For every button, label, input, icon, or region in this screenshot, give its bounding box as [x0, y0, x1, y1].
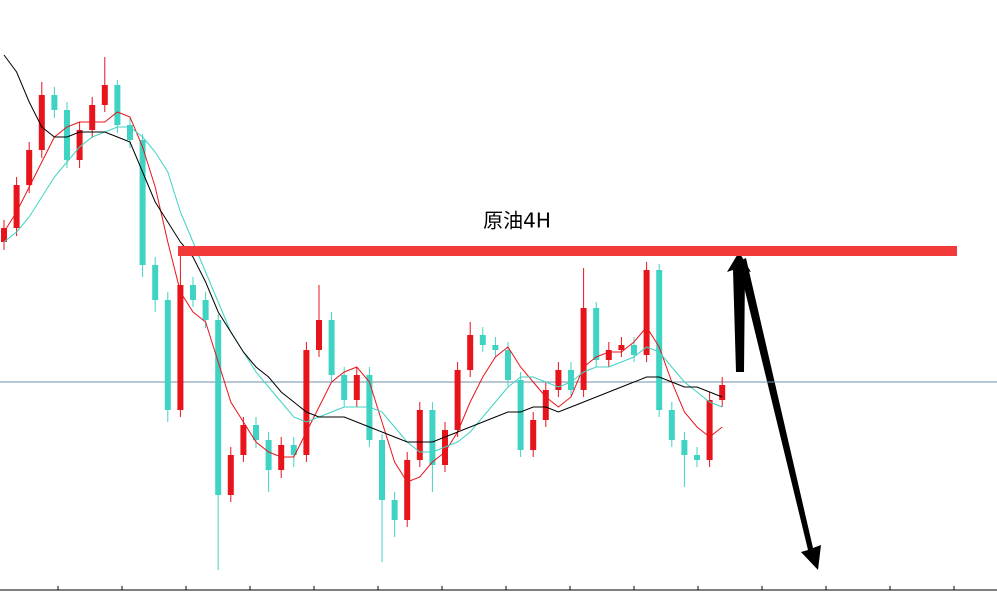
candle-body: [530, 420, 537, 450]
candle-body: [492, 345, 499, 350]
axis-ticks: [57, 586, 955, 590]
candle-body: [265, 440, 272, 470]
candle-body: [719, 385, 726, 400]
candle-body: [668, 410, 675, 440]
arrow-up: [727, 252, 751, 372]
arrow-down: [738, 258, 821, 570]
candle-body: [177, 285, 184, 410]
candle-body: [101, 85, 108, 105]
candle-body: [64, 110, 70, 160]
candle-body: [190, 285, 196, 300]
candle-body: [542, 390, 549, 420]
moving-average: [3, 111, 723, 483]
candle-body: [1, 228, 7, 242]
candle-body: [114, 85, 121, 125]
candle-body: [404, 460, 411, 520]
candle-body: [328, 320, 335, 375]
candle-body: [505, 350, 511, 380]
candle-body: [240, 425, 247, 455]
moving-average: [3, 54, 723, 443]
candle-body: [593, 308, 600, 360]
candle-body: [76, 130, 83, 160]
candle-body: [681, 440, 688, 455]
candle-body: [643, 270, 650, 355]
candle-body: [89, 105, 96, 130]
candle-body: [467, 335, 474, 370]
candle-body: [139, 140, 146, 265]
candle-body: [303, 350, 310, 455]
candle-body: [127, 125, 133, 140]
candle-body: [164, 300, 171, 410]
candle-body: [26, 150, 33, 185]
resistance-line: [178, 246, 957, 256]
candle-body: [429, 410, 436, 465]
candle-body: [605, 350, 612, 360]
candle-body: [656, 270, 663, 410]
candle-body: [13, 185, 20, 228]
candle-body: [568, 370, 574, 390]
candle-body: [391, 500, 398, 520]
candle-body: [290, 445, 297, 455]
candle-body: [341, 375, 348, 400]
candle-body: [416, 410, 423, 460]
candle-body: [694, 455, 700, 460]
candle-body: [517, 380, 524, 450]
candle-body: [555, 370, 562, 390]
candle-body: [379, 440, 385, 500]
candle-body: [353, 375, 360, 400]
candle-body: [227, 455, 234, 495]
candle-body: [706, 400, 713, 460]
candle-body: [38, 95, 45, 150]
annotation: 原油4H: [483, 209, 551, 233]
candle-body: [215, 320, 222, 495]
candle-body: [253, 425, 259, 440]
candle-body: [618, 345, 625, 350]
candle-body: [580, 308, 587, 390]
candle-body: [51, 95, 58, 110]
candle-body: [454, 370, 461, 430]
candle-body: [316, 320, 322, 350]
moving-average: [3, 126, 723, 453]
candle-body: [152, 265, 159, 300]
candle-body: [479, 335, 486, 345]
candle-body: [202, 300, 209, 320]
candle-body: [631, 345, 637, 355]
